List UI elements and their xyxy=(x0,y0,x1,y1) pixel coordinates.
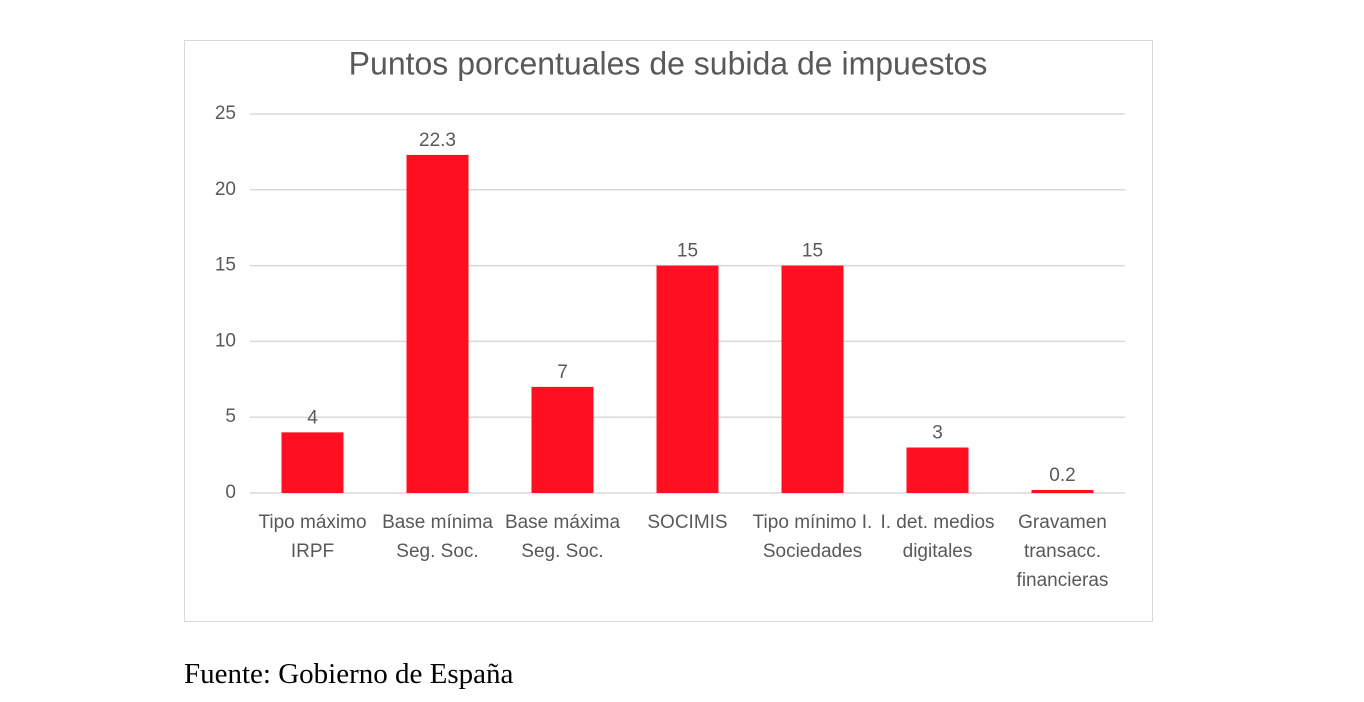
bar xyxy=(1031,489,1094,493)
y-tick-label: 0 xyxy=(225,482,236,503)
y-tick-label: 20 xyxy=(215,179,236,200)
bar xyxy=(906,447,969,493)
x-tick-label: Base máxima Seg. Soc. xyxy=(504,512,621,562)
chart-title: Puntos porcentuales de subida de impuest… xyxy=(349,45,988,81)
value-label: 15 xyxy=(802,241,823,262)
value-label: 0.2 xyxy=(1049,465,1075,486)
y-tick-label: 15 xyxy=(215,255,236,276)
y-tick-label: 25 xyxy=(215,103,236,124)
source-note: Fuente: Gobierno de España xyxy=(184,658,514,690)
x-tick-label: Base mínima Seg. Soc. xyxy=(382,512,493,562)
x-tick-label: I. det. medios digitales xyxy=(880,512,995,562)
value-label: 22.3 xyxy=(419,130,456,151)
bar xyxy=(531,386,594,493)
x-tick-label: Gravamen transacc. financieras xyxy=(1016,512,1109,591)
x-tick-label: SOCIMIS xyxy=(647,512,728,533)
x-tick-label: Tipo mínimo I. Sociedades xyxy=(752,512,873,562)
value-label: 4 xyxy=(307,407,318,428)
x-tick-label: Tipo máximo IRPF xyxy=(258,512,367,562)
value-label: 7 xyxy=(557,362,568,383)
bar xyxy=(656,265,719,493)
bar xyxy=(781,265,844,493)
y-tick-label: 5 xyxy=(225,406,236,427)
value-label: 15 xyxy=(677,241,698,262)
value-label: 3 xyxy=(932,423,943,444)
y-tick-label: 10 xyxy=(215,330,236,351)
bar xyxy=(281,432,344,493)
bar xyxy=(406,154,469,493)
